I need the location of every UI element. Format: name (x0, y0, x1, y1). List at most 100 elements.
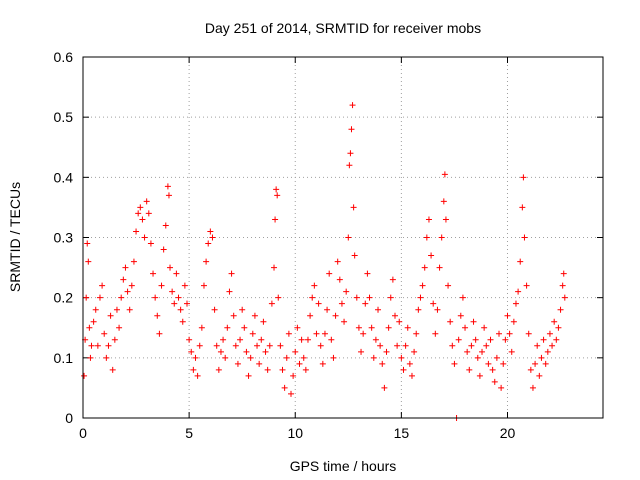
data-point (520, 174, 527, 181)
data-point (436, 264, 443, 271)
data-point (288, 390, 294, 397)
data-point (362, 300, 369, 307)
data-point (272, 216, 279, 223)
data-point (372, 336, 379, 343)
data-point (506, 330, 513, 337)
data-point (413, 330, 420, 337)
data-point (561, 294, 568, 301)
data-point (152, 294, 159, 301)
data-point (313, 330, 320, 337)
data-point (408, 372, 415, 379)
data-point (139, 216, 146, 223)
y-tick-label: 0.3 (54, 230, 74, 246)
data-point (350, 204, 357, 211)
data-point (398, 354, 405, 361)
y-tick-label: 0.1 (54, 350, 74, 366)
plot-frame (82, 56, 604, 419)
data-point (491, 378, 498, 385)
data-point (457, 312, 464, 319)
data-point (85, 258, 92, 265)
data-point (459, 294, 466, 301)
data-point (156, 330, 163, 337)
data-point (126, 306, 133, 313)
data-point (415, 306, 422, 313)
data-point (241, 324, 248, 331)
data-point (198, 324, 205, 331)
data-point (438, 234, 445, 241)
data-point (251, 312, 258, 319)
data-point (264, 366, 271, 373)
data-point (400, 366, 407, 373)
data-point (447, 318, 454, 325)
data-point (529, 384, 536, 391)
data-point (366, 294, 373, 301)
data-point (275, 294, 282, 301)
y-tick-label: 0.5 (54, 109, 74, 125)
data-point (88, 342, 95, 349)
x-tick-label: 0 (79, 425, 87, 441)
data-point (247, 354, 254, 361)
data-point (500, 360, 507, 367)
data-point (186, 336, 193, 343)
data-point (328, 336, 335, 343)
data-point (181, 282, 188, 289)
data-point (315, 300, 322, 307)
data-point (304, 336, 311, 343)
data-point (451, 360, 458, 367)
data-point (192, 354, 199, 361)
data-point (542, 360, 549, 367)
data-point (338, 300, 345, 307)
data-point (207, 228, 214, 235)
data-point (245, 372, 252, 379)
data-point (519, 204, 526, 211)
data-point (196, 342, 203, 349)
data-point (211, 306, 218, 313)
data-point (228, 270, 235, 277)
data-point (311, 282, 318, 289)
data-point (84, 240, 91, 247)
data-point (164, 183, 171, 190)
data-point (165, 192, 172, 199)
x-axis-label: GPS time / hours (290, 458, 397, 474)
data-point (432, 330, 439, 337)
data-point (230, 312, 237, 319)
data-point (379, 360, 386, 367)
data-point (258, 336, 265, 343)
data-point (194, 372, 201, 379)
data-point (360, 330, 367, 337)
data-point (277, 342, 284, 349)
data-point (392, 312, 398, 319)
data-point (103, 354, 110, 361)
data-point (347, 150, 354, 157)
data-point (411, 348, 418, 355)
data-point (483, 342, 490, 349)
data-point (341, 318, 348, 325)
data-point (113, 306, 120, 313)
data-point (209, 234, 216, 241)
data-point (222, 354, 229, 361)
data-point (525, 330, 532, 337)
data-point (262, 348, 269, 355)
data-point (406, 360, 413, 367)
data-point (279, 366, 286, 373)
x-tick-label: 10 (287, 425, 303, 441)
data-point (96, 294, 103, 301)
data-point (521, 234, 528, 241)
data-point (332, 312, 339, 319)
data-point (470, 318, 477, 325)
data-point (109, 366, 116, 373)
data-point (527, 366, 534, 373)
data-point (188, 348, 195, 355)
data-point (200, 282, 207, 289)
data-point (292, 348, 299, 355)
data-point (162, 222, 169, 229)
data-point (145, 210, 152, 217)
data-point (203, 258, 210, 265)
data-point (464, 348, 471, 355)
data-point (336, 276, 343, 283)
data-point (517, 258, 524, 265)
data-point (154, 312, 161, 319)
data-point (94, 342, 101, 349)
data-point (133, 228, 140, 235)
